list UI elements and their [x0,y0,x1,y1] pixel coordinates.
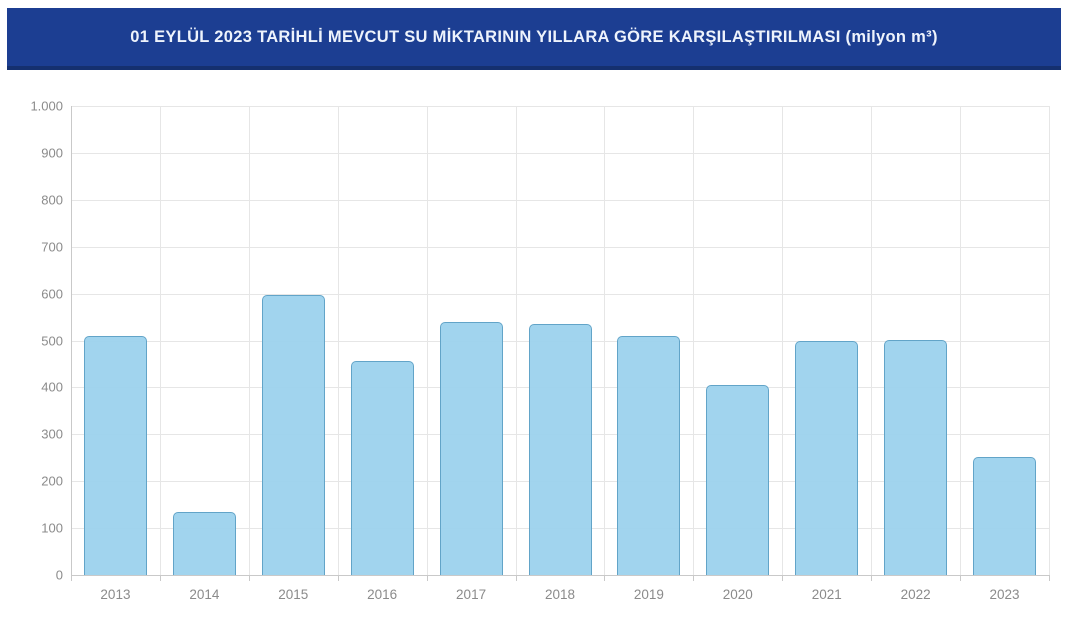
x-axis-tick-label: 2017 [456,587,487,602]
chart-title-bar: 01 EYLÜL 2023 TARİHLİ MEVCUT SU MİKTARIN… [7,8,1061,70]
y-axis-tick-label: 500 [41,333,63,348]
gridline-vertical [515,106,517,575]
x-axis-tick-label: 2014 [189,587,220,602]
y-axis-tick-label: 600 [41,286,63,302]
x-axis-tick-label: 2023 [989,587,1020,602]
x-axis-tick-mark [604,575,606,581]
x-axis-tick-mark [515,575,517,581]
x-axis-tick-mark [782,575,784,581]
x-axis-tick-label: 2019 [633,587,664,602]
gridline-vertical [693,106,695,575]
gridline-horizontal [71,199,1049,201]
gridline-vertical [960,106,962,575]
bar-2015 [261,295,325,575]
x-axis-tick-mark [693,575,695,581]
bar-2014 [172,512,236,575]
y-axis-tick-label: 0 [55,567,63,583]
y-axis-tick-label: 900 [41,145,63,161]
x-axis-tick-mark [71,575,72,581]
x-axis-tick-label: 2018 [544,587,576,602]
gridline-horizontal [71,246,1049,248]
y-axis-tick-label: 1.000 [30,98,63,114]
x-axis-tick-mark [248,575,250,581]
x-axis-tick-mark [871,575,873,581]
x-axis-tick-mark [960,575,962,581]
bar-2016 [350,361,414,575]
bar-2019 [617,335,681,575]
gridline-vertical [248,106,250,575]
bar-2023 [973,457,1037,575]
gridline-vertical [871,106,873,575]
x-axis-tick-label: 2022 [900,587,931,602]
gridline-horizontal [71,293,1049,295]
bar-2022 [884,339,948,575]
bar-2018 [528,323,592,575]
x-axis-tick-label: 2021 [811,587,842,602]
x-axis-tick-mark [426,575,428,581]
gridline-horizontal [71,106,1049,107]
gridline-vertical [782,106,784,575]
x-axis-tick-label: 2013 [100,587,131,602]
gridline-vertical [604,106,606,575]
x-axis-tick-label: 2015 [278,587,309,602]
bar-2013 [83,335,147,575]
y-axis-tick-label: 800 [41,192,63,208]
x-axis-line [71,575,1049,576]
gridline-vertical [1049,106,1050,575]
gridline-vertical [159,106,161,575]
x-axis-tick-mark [1049,575,1050,581]
gridline-horizontal [71,152,1049,154]
chart-title: 01 EYLÜL 2023 TARİHLİ MEVCUT SU MİKTARIN… [130,27,938,46]
x-axis-tick-label: 2016 [367,587,398,602]
y-axis-tick-label: 200 [41,473,63,489]
gridline-vertical [337,106,339,575]
y-axis-tick-label: 300 [41,426,63,442]
gridline-vertical [426,106,428,575]
bar-2017 [439,321,503,575]
y-axis-line [71,106,72,575]
x-axis-tick-mark [337,575,339,581]
y-axis-tick-label: 700 [41,239,63,255]
y-axis-tick-label: 400 [41,379,63,395]
y-axis-tick-label: 100 [41,520,63,536]
x-axis-tick-mark [159,575,161,581]
x-axis-tick-label: 2020 [722,587,753,602]
bar-2020 [706,384,770,575]
bar-2021 [795,340,859,575]
